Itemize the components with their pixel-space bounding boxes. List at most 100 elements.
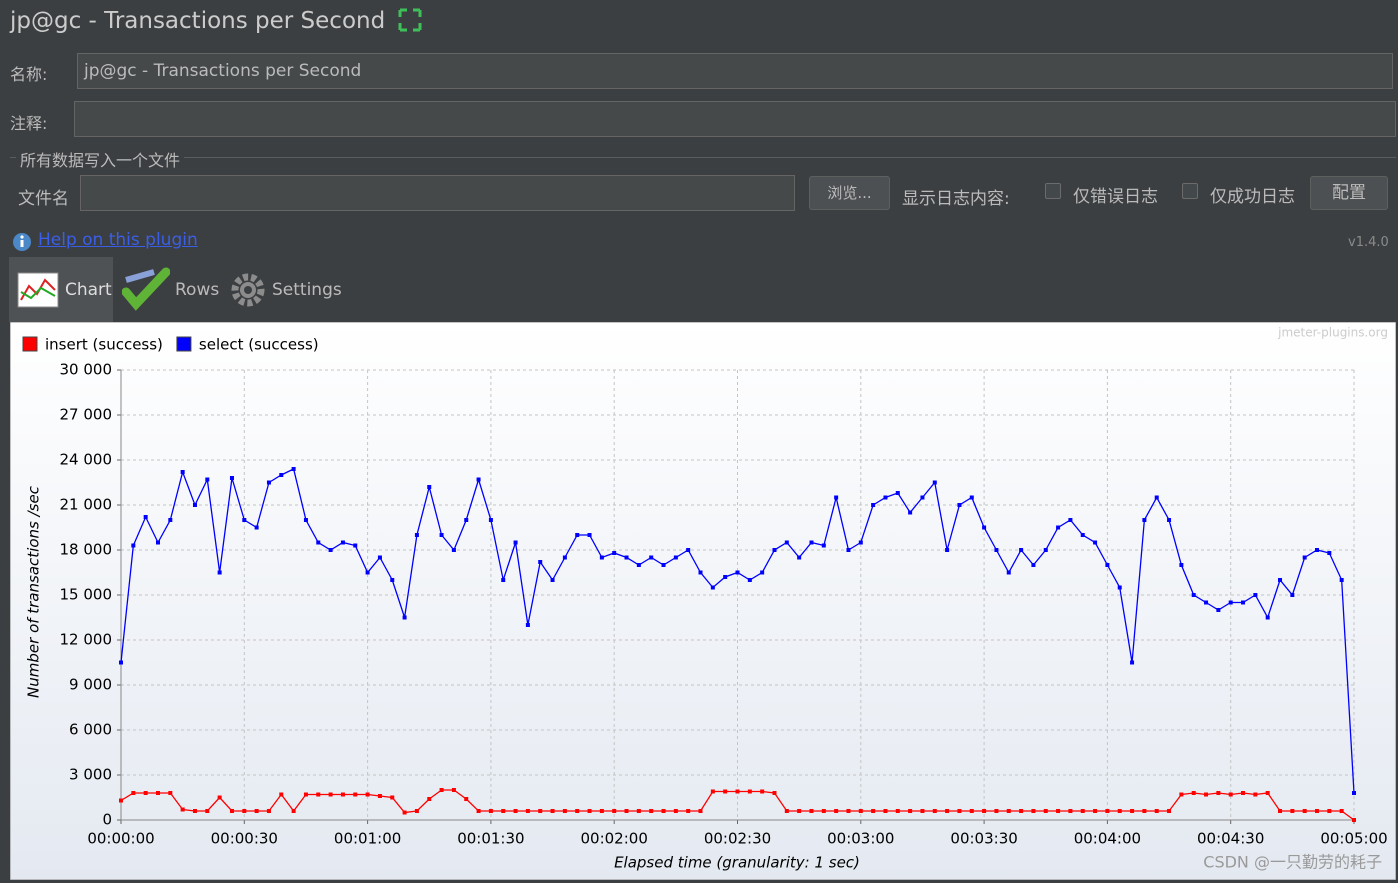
data-point — [316, 792, 321, 797]
data-point — [1253, 792, 1258, 797]
data-point — [612, 809, 617, 813]
data-point — [328, 548, 333, 552]
data-point — [1253, 593, 1258, 597]
legend-label: select (success) — [199, 336, 319, 354]
data-point — [1191, 593, 1196, 597]
data-point — [155, 540, 160, 545]
data-point — [439, 788, 444, 792]
tab-settings[interactable]: Settings — [272, 280, 342, 300]
data-point — [180, 807, 185, 812]
data-point — [1290, 593, 1295, 597]
data-point — [1265, 615, 1270, 620]
data-point — [1167, 518, 1172, 522]
data-point — [488, 518, 493, 522]
data-point — [575, 533, 580, 537]
data-point — [340, 792, 345, 797]
data-point — [760, 570, 765, 575]
data-point — [439, 533, 444, 537]
data-point — [895, 809, 900, 813]
data-point — [797, 555, 802, 560]
x-tick-label: 00:03:30 — [950, 830, 1017, 848]
data-point — [1216, 791, 1221, 795]
x-tick-label: 00:02:00 — [581, 830, 648, 848]
legend-swatch — [176, 336, 192, 352]
tab-rows[interactable]: Rows — [175, 280, 220, 300]
data-point — [131, 543, 136, 548]
data-point — [1352, 818, 1356, 822]
data-point — [624, 809, 629, 813]
data-point — [698, 809, 703, 813]
data-point — [747, 789, 752, 794]
data-point — [1043, 809, 1048, 813]
data-point — [661, 809, 666, 813]
data-point — [784, 809, 789, 813]
data-point — [143, 791, 148, 795]
data-point — [1006, 809, 1011, 813]
data-point — [1228, 792, 1233, 797]
help-link[interactable]: Help on this plugin — [38, 230, 198, 250]
comment-label: 注释: — [10, 114, 48, 133]
data-point — [698, 570, 703, 575]
config-button[interactable]: 配置 — [1310, 176, 1388, 210]
data-point — [1056, 809, 1061, 813]
data-point — [957, 809, 962, 813]
legend-label: insert (success) — [45, 336, 163, 354]
data-point — [365, 792, 370, 797]
data-point — [1154, 809, 1159, 813]
data-point — [501, 809, 506, 813]
data-point — [747, 578, 752, 582]
data-point — [501, 578, 506, 582]
data-point — [1056, 525, 1061, 530]
data-point — [686, 548, 691, 552]
data-point — [353, 543, 358, 548]
data-point — [365, 570, 370, 575]
data-point — [279, 473, 284, 477]
data-point — [427, 485, 432, 489]
y-axis-label: Number of transactions /sec — [25, 485, 43, 698]
success-checkbox[interactable] — [1182, 183, 1198, 199]
data-point — [1216, 608, 1221, 612]
data-point — [279, 792, 284, 797]
data-point — [242, 809, 247, 813]
data-point — [1302, 809, 1307, 813]
y-tick-label: 0 — [102, 811, 112, 829]
data-point — [1327, 551, 1332, 555]
data-point — [1068, 518, 1073, 522]
data-point — [1006, 570, 1011, 575]
data-point — [562, 809, 567, 813]
browse-button[interactable]: 浏览... — [809, 176, 890, 210]
data-point — [353, 792, 358, 797]
data-point — [908, 510, 913, 515]
data-point — [229, 809, 234, 813]
data-point — [217, 795, 222, 800]
expand-icon[interactable] — [398, 8, 422, 32]
data-point — [254, 525, 259, 530]
data-point — [797, 809, 802, 813]
y-tick-label: 12 000 — [60, 631, 113, 649]
data-point — [377, 794, 382, 798]
log-label: 显示日志内容: — [902, 189, 1010, 209]
comment-input[interactable] — [74, 101, 1396, 137]
file-input[interactable] — [80, 175, 795, 211]
data-point — [402, 810, 407, 815]
data-point — [390, 578, 395, 582]
data-point — [205, 477, 210, 482]
data-point — [1080, 533, 1085, 537]
y-tick-label: 30 000 — [60, 361, 113, 379]
name-input[interactable]: jp@gc - Transactions per Second — [77, 53, 1393, 89]
data-point — [390, 795, 395, 800]
data-point — [599, 809, 604, 813]
data-point — [266, 809, 271, 813]
chart: jmeter-plugins.org Number of transaction… — [10, 322, 1396, 880]
data-point — [1105, 563, 1110, 567]
data-point — [1302, 555, 1307, 560]
data-point — [525, 809, 530, 813]
data-point — [513, 540, 518, 545]
data-point — [735, 789, 740, 794]
tab-chart[interactable]: Chart — [65, 280, 112, 300]
data-point — [710, 585, 715, 590]
data-point — [562, 555, 567, 560]
errors-checkbox[interactable] — [1045, 183, 1061, 199]
x-tick-label: 00:00:00 — [87, 830, 154, 848]
data-point — [1327, 809, 1332, 813]
